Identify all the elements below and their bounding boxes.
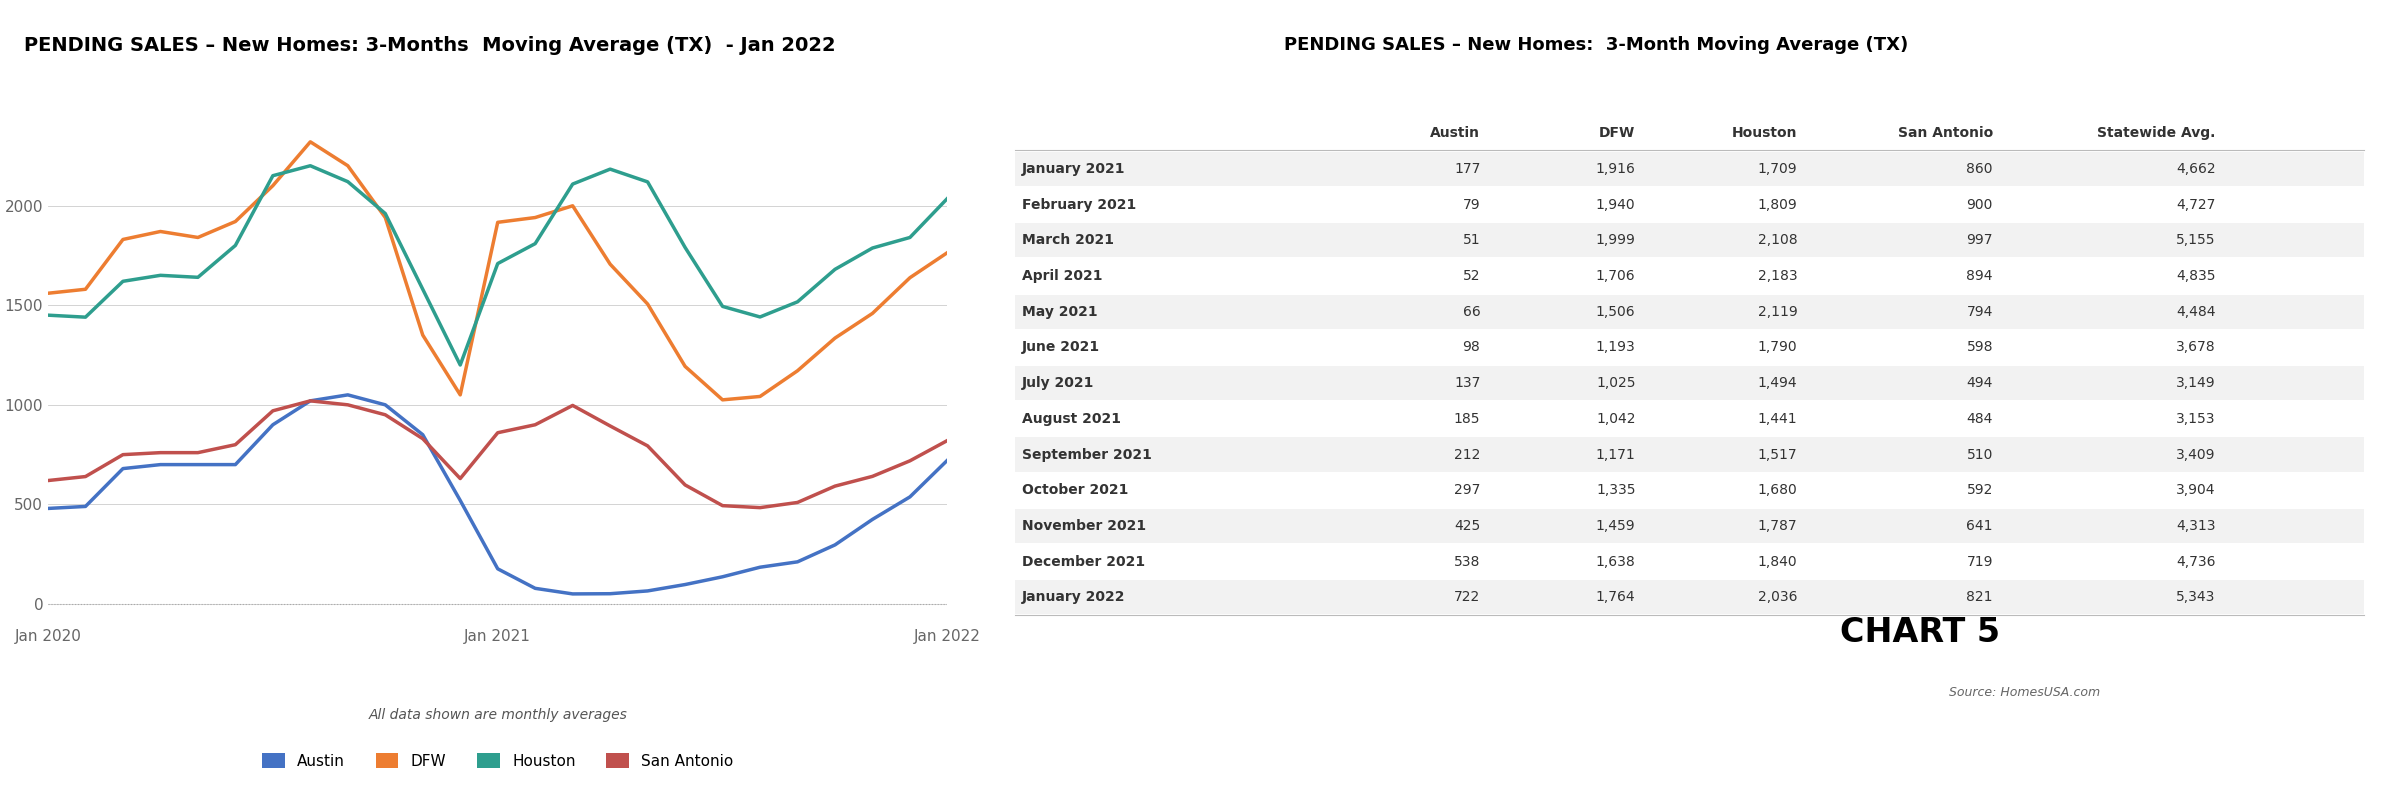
Text: 4,484: 4,484 — [2177, 305, 2215, 318]
FancyBboxPatch shape — [1015, 152, 2364, 186]
Text: 4,662: 4,662 — [2177, 162, 2215, 176]
Text: 894: 894 — [1966, 269, 1992, 283]
Text: 51: 51 — [1462, 234, 1481, 247]
Text: Houston: Houston — [1733, 126, 1798, 140]
Text: 79: 79 — [1462, 198, 1481, 212]
Text: 1,193: 1,193 — [1596, 341, 1634, 354]
Text: 185: 185 — [1454, 412, 1481, 426]
Text: 538: 538 — [1454, 554, 1481, 569]
Text: 1,494: 1,494 — [1757, 376, 1798, 390]
Text: 2,036: 2,036 — [1757, 590, 1798, 604]
Text: Statewide Avg.: Statewide Avg. — [2098, 126, 2215, 140]
Text: 425: 425 — [1454, 519, 1481, 533]
Text: 1,517: 1,517 — [1757, 447, 1798, 462]
Text: 98: 98 — [1462, 341, 1481, 354]
Text: 1,787: 1,787 — [1757, 519, 1798, 533]
Text: 5,155: 5,155 — [2177, 234, 2215, 247]
Text: 1,940: 1,940 — [1596, 198, 1634, 212]
Text: 1,840: 1,840 — [1757, 554, 1798, 569]
Text: January 2021: January 2021 — [1022, 162, 1126, 176]
FancyBboxPatch shape — [1015, 438, 2364, 472]
Text: November 2021: November 2021 — [1022, 519, 1145, 533]
Text: July 2021: July 2021 — [1022, 376, 1094, 390]
Text: 484: 484 — [1966, 412, 1992, 426]
Text: December 2021: December 2021 — [1022, 554, 1145, 569]
Text: 2,108: 2,108 — [1757, 234, 1798, 247]
Text: October 2021: October 2021 — [1022, 483, 1128, 498]
Text: 860: 860 — [1966, 162, 1992, 176]
Text: May 2021: May 2021 — [1022, 305, 1097, 318]
FancyBboxPatch shape — [1015, 223, 2364, 258]
Text: 1,790: 1,790 — [1757, 341, 1798, 354]
Text: 212: 212 — [1454, 447, 1481, 462]
Text: 177: 177 — [1454, 162, 1481, 176]
Text: 3,409: 3,409 — [2177, 447, 2215, 462]
Text: 2,183: 2,183 — [1757, 269, 1798, 283]
Text: 719: 719 — [1966, 554, 1992, 569]
Text: San Antonio: San Antonio — [1898, 126, 1992, 140]
Text: 5,343: 5,343 — [2177, 590, 2215, 604]
Text: 510: 510 — [1966, 447, 1992, 462]
Text: September 2021: September 2021 — [1022, 447, 1152, 462]
FancyBboxPatch shape — [1015, 509, 2364, 543]
Text: 66: 66 — [1462, 305, 1481, 318]
Text: 3,153: 3,153 — [2177, 412, 2215, 426]
FancyBboxPatch shape — [1015, 366, 2364, 400]
Text: 3,904: 3,904 — [2177, 483, 2215, 498]
Text: 641: 641 — [1966, 519, 1992, 533]
Text: 1,441: 1,441 — [1757, 412, 1798, 426]
Text: PENDING SALES – New Homes: 3-Months  Moving Average (TX)  - Jan 2022: PENDING SALES – New Homes: 3-Months Movi… — [24, 36, 835, 55]
Text: 900: 900 — [1966, 198, 1992, 212]
Text: 1,335: 1,335 — [1596, 483, 1634, 498]
Text: 1,709: 1,709 — [1757, 162, 1798, 176]
Text: 1,999: 1,999 — [1596, 234, 1634, 247]
Text: 3,678: 3,678 — [2177, 341, 2215, 354]
Text: August 2021: August 2021 — [1022, 412, 1121, 426]
FancyBboxPatch shape — [1015, 294, 2364, 329]
Text: 1,916: 1,916 — [1596, 162, 1634, 176]
Text: 4,727: 4,727 — [2177, 198, 2215, 212]
Text: DFW: DFW — [1598, 126, 1634, 140]
Text: 1,638: 1,638 — [1596, 554, 1634, 569]
Text: 598: 598 — [1966, 341, 1992, 354]
Text: 1,706: 1,706 — [1596, 269, 1634, 283]
Text: Source: HomesUSA.com: Source: HomesUSA.com — [1949, 686, 2100, 698]
Text: March 2021: March 2021 — [1022, 234, 1114, 247]
Text: 821: 821 — [1966, 590, 1992, 604]
Text: 1,459: 1,459 — [1596, 519, 1634, 533]
Text: 1,171: 1,171 — [1596, 447, 1634, 462]
Text: 1,042: 1,042 — [1596, 412, 1634, 426]
FancyBboxPatch shape — [1015, 580, 2364, 614]
Text: 592: 592 — [1966, 483, 1992, 498]
Text: 494: 494 — [1966, 376, 1992, 390]
Text: 1,764: 1,764 — [1596, 590, 1634, 604]
Text: 1,680: 1,680 — [1757, 483, 1798, 498]
Text: CHART 5: CHART 5 — [1841, 615, 1999, 649]
Text: 3,149: 3,149 — [2177, 376, 2215, 390]
Text: 1,809: 1,809 — [1757, 198, 1798, 212]
Text: 297: 297 — [1454, 483, 1481, 498]
Text: PENDING SALES – New Homes:  3-Month Moving Average (TX): PENDING SALES – New Homes: 3-Month Movin… — [1284, 36, 1908, 54]
Legend: Austin, DFW, Houston, San Antonio: Austin, DFW, Houston, San Antonio — [257, 746, 739, 774]
Text: 4,835: 4,835 — [2177, 269, 2215, 283]
Text: 794: 794 — [1966, 305, 1992, 318]
Text: February 2021: February 2021 — [1022, 198, 1135, 212]
Text: 2,119: 2,119 — [1757, 305, 1798, 318]
Text: April 2021: April 2021 — [1022, 269, 1102, 283]
Text: 52: 52 — [1464, 269, 1481, 283]
Text: Austin: Austin — [1430, 126, 1481, 140]
Text: January 2022: January 2022 — [1022, 590, 1126, 604]
Text: 722: 722 — [1454, 590, 1481, 604]
Text: 4,736: 4,736 — [2177, 554, 2215, 569]
Text: June 2021: June 2021 — [1022, 341, 1099, 354]
Text: 1,506: 1,506 — [1596, 305, 1634, 318]
Text: 137: 137 — [1454, 376, 1481, 390]
Text: 997: 997 — [1966, 234, 1992, 247]
Text: 1,025: 1,025 — [1596, 376, 1634, 390]
Text: All data shown are monthly averages: All data shown are monthly averages — [367, 708, 626, 722]
Text: 4,313: 4,313 — [2177, 519, 2215, 533]
